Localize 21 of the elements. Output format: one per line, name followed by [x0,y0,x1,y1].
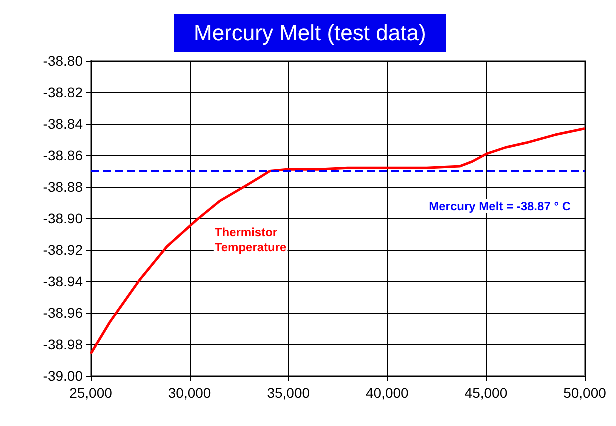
y-tick-label: -38.90 [43,210,84,226]
x-tick-label: 25,000 [70,385,113,401]
ref-line-label: Mercury Melt = -38.87 ° C [429,199,572,214]
y-tick-label: -38.96 [43,305,84,321]
y-tick-label: -38.86 [43,148,84,164]
y-tick-label: -38.80 [43,53,84,69]
y-tick-label: -38.88 [43,179,84,195]
x-tick-label: 45,000 [464,385,508,401]
series-label: Thermistor Temperature [214,226,288,255]
x-tick-label: 35,000 [267,385,310,401]
y-tick-label: -38.98 [43,336,84,352]
y-tick-label: -38.94 [43,274,84,290]
x-tick-label: 30,000 [168,385,212,401]
chart-title: Mercury Melt (test data) [194,20,426,46]
y-tick-label: -38.82 [43,84,84,100]
y-tick-label: -39.00 [43,368,84,384]
x-tick-label: 40,000 [366,385,410,401]
y-tick-label: -38.92 [43,242,84,258]
x-tick-label: 50,000 [564,385,607,401]
y-tick-label: -38.84 [43,116,84,132]
line-series [90,127,586,356]
